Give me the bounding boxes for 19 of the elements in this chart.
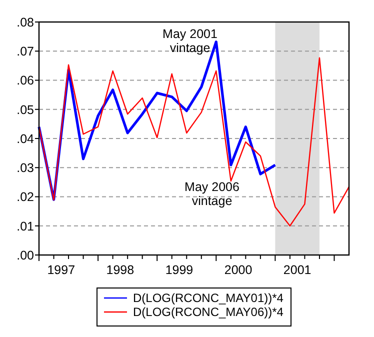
x-tick-label: 2000 [224,263,252,277]
x-tick-label: 1997 [47,263,76,277]
legend-label: D(LOG(RCONC_MAY06))*4 [133,305,284,320]
y-tick-label: .04 [16,132,34,146]
annotation: May 2006 vintage [184,180,240,208]
y-tick-label: .05 [16,102,34,117]
x-tick-label: 1999 [165,263,194,277]
y-tick-label: .03 [16,161,34,175]
y-tick-label: .06 [16,74,34,88]
annotation: May 2001 vintage [162,27,218,55]
y-tick-label: .07 [16,44,34,58]
x-tick-label: 1998 [106,263,134,277]
y-tick-label: .08 [16,15,34,30]
y-tick-label: .02 [16,190,34,204]
x-tick-label: 2001 [283,263,312,277]
legend-label: D(LOG(RCONC_MAY01))*4 [133,291,284,306]
line-series [38,57,350,226]
y-tick-label: .01 [16,219,34,234]
y-tick-label: .00 [16,248,34,262]
